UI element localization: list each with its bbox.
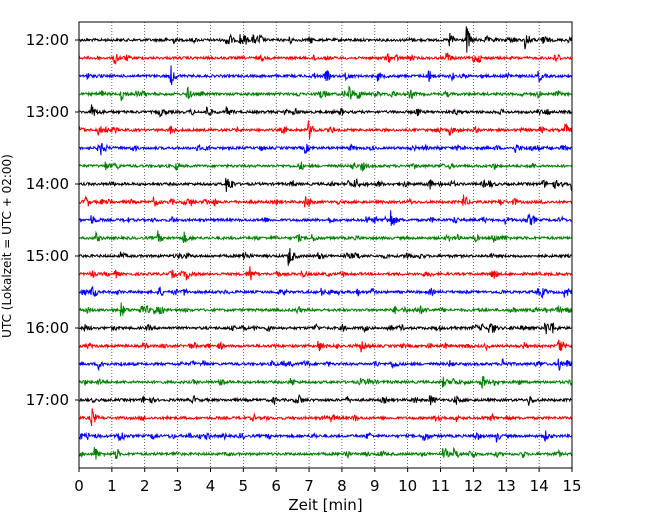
trace-line [78,210,573,226]
trace-line [78,322,573,335]
trace-line [78,393,573,406]
x-tick-label: 10 [398,477,417,495]
x-tick-label: 14 [530,477,549,495]
x-tick-label: 2 [140,477,150,495]
trace-line [78,85,573,102]
trace-line [78,430,573,443]
x-tick-label: 8 [337,477,347,495]
trace-line [78,120,573,140]
trace-line [78,52,573,65]
trace-line [78,230,573,244]
trace-line [78,177,573,193]
y-tick-label: 17:00 [26,391,69,409]
y-tick-label: 15:00 [26,247,69,265]
traces [78,26,573,460]
x-axis-label: Zeit [min] [288,496,362,514]
trace-line [78,104,573,119]
x-tick-label: 13 [497,477,516,495]
x-tick-label: 4 [206,477,216,495]
y-tick-label: 14:00 [26,175,69,193]
x-tick-label: 15 [562,477,581,495]
y-axis-label: UTC (Lokalzeit = UTC + 02:00) [0,154,14,338]
trace-line [78,358,573,372]
y-tick-label: 12:00 [26,31,69,49]
trace-line [78,285,573,299]
x-tick-label: 0 [74,477,84,495]
y-tick-label: 13:00 [26,103,69,121]
x-tick-label: 6 [271,477,281,495]
grid [111,22,540,468]
y-axis: 12:00 13:00 14:00 15:00 16:00 17:00 [26,31,79,409]
x-tick-label: 1 [107,477,117,495]
y-tick-label: 16:00 [26,319,69,337]
trace-line [78,26,573,53]
trace-line [78,142,573,156]
x-tick-label: 7 [304,477,314,495]
plot-frame [78,21,573,469]
x-tick-label: 3 [173,477,183,495]
x-tick-label: 12 [464,477,483,495]
trace-line [78,302,573,317]
trace-line [78,65,573,86]
x-tick-label: 11 [431,477,450,495]
trace-line [78,408,573,427]
trace-line [78,446,573,460]
trace-line [78,266,573,281]
trace-line [78,248,573,266]
x-tick-label: 5 [239,477,249,495]
trace-line [78,194,573,208]
trace-line [78,339,573,353]
trace-line [78,376,573,389]
x-tick-label: 9 [370,477,380,495]
trace-line [78,161,573,172]
x-axis: 0 1 2 3 4 5 6 7 8 9 10 11 12 13 14 15 [74,468,582,495]
